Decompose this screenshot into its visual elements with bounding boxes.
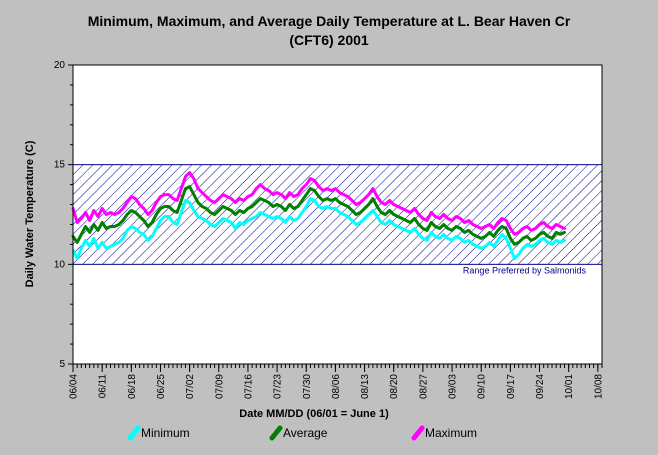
legend-swatch-minimum [127,425,141,441]
series-line-average [71,185,566,246]
y-tick-label: 5 [59,359,65,370]
x-tick-label: 10/08 [593,374,604,399]
x-tick-label: 08/13 [360,374,371,399]
legend-label-average: Average [283,426,328,440]
x-tick-label: 07/02 [185,374,196,399]
x-tick-label: 06/04 [69,374,80,399]
y-tick-label: 10 [54,259,66,270]
x-tick-label: 09/17 [506,374,517,399]
x-tick-label: 07/30 [302,374,313,399]
chart-title-line-1: Minimum, Maximum, and Average Daily Temp… [88,13,571,29]
x-tick-label: 07/23 [273,374,284,399]
series-line-maximum [71,171,566,236]
x-tick-label: 09/03 [448,374,459,399]
x-tick-label: 08/20 [389,374,400,399]
plot-area: Range Preferred by Salmonids 5 10 15 20 06/04… [54,60,604,399]
chart-title-line-2: (CFT6) 2001 [289,32,369,48]
legend: Minimum Average Maximum [127,425,477,441]
y-axis-label: Daily Water Temperature (C) [24,140,36,287]
x-tick-label: 09/10 [477,374,488,399]
x-tick-label: 07/09 [214,374,225,399]
y-tick-label: 20 [54,60,66,71]
legend-swatch-maximum [411,425,425,441]
plot-border [72,64,603,365]
x-tick-label: 06/18 [127,374,138,399]
x-tick-label: 10/01 [564,374,575,399]
x-tick-label: 06/25 [156,374,167,399]
x-tick-label: 08/06 [331,374,342,399]
x-axis-label: Date MM/DD (06/01 = June 1) [239,408,389,420]
legend-swatch-average [269,425,283,441]
legend-label-minimum: Minimum [141,426,190,440]
x-tick-label: 08/27 [418,374,429,399]
preferred-range-label: Range Preferred by Salmonids [463,265,587,275]
series-line-minimum [71,197,566,260]
y-tick-label: 15 [54,160,66,171]
x-tick-label: 07/16 [243,374,254,399]
x-tick-label: 06/11 [98,374,109,399]
x-tick-label: 09/24 [535,374,546,399]
legend-label-maximum: Maximum [425,426,477,440]
preferred-range-band [72,164,603,265]
